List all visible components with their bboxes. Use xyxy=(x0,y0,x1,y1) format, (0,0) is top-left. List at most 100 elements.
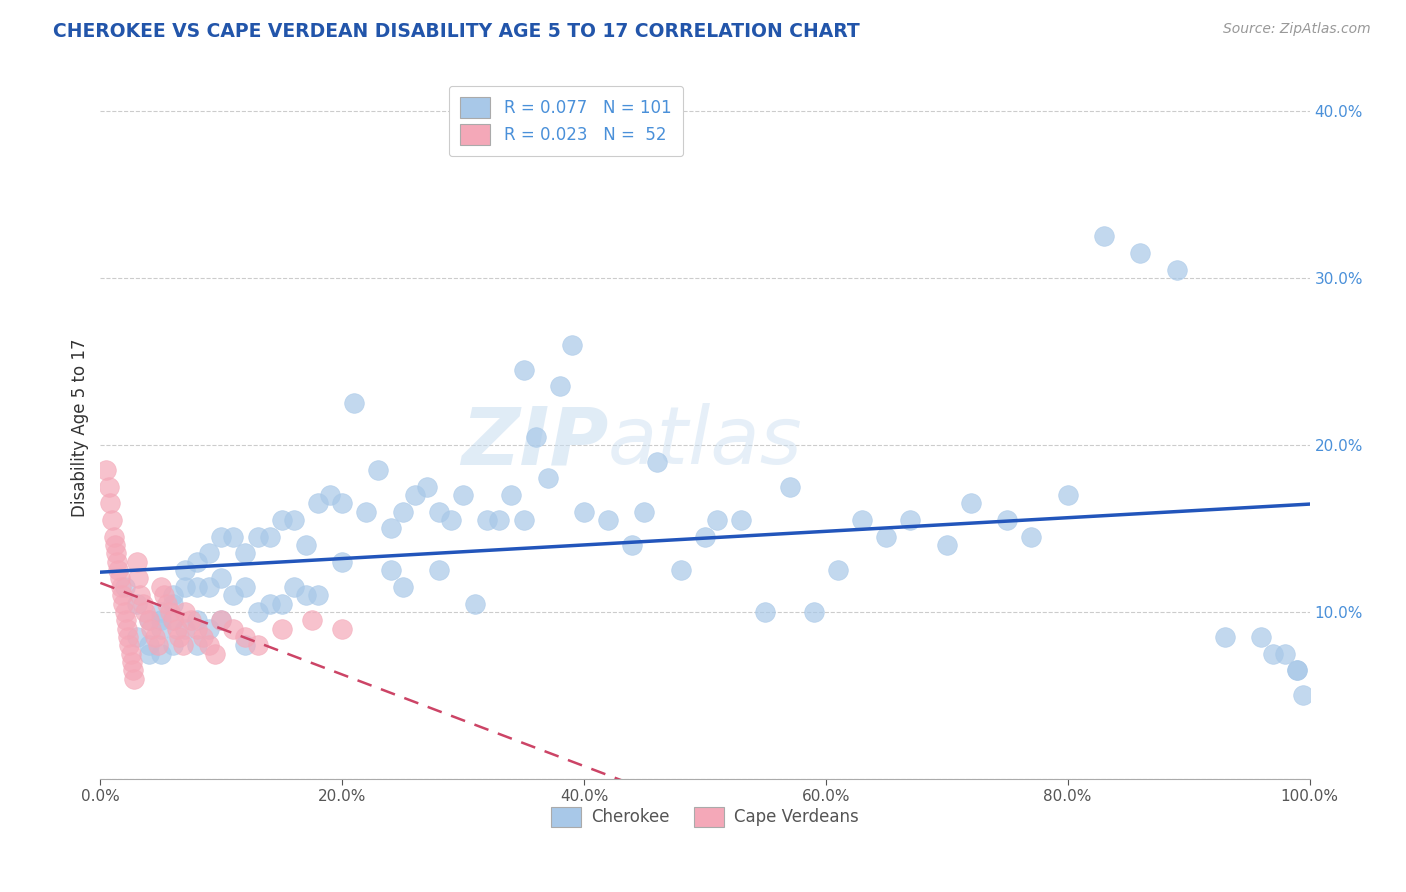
Point xyxy=(391,505,413,519)
Point xyxy=(115,622,138,636)
Point xyxy=(960,496,983,510)
Point xyxy=(246,605,269,619)
Point xyxy=(209,572,232,586)
Point xyxy=(125,597,148,611)
Point xyxy=(162,597,184,611)
Point xyxy=(138,613,160,627)
Point xyxy=(118,638,141,652)
Point xyxy=(451,488,474,502)
Point xyxy=(103,530,125,544)
Point xyxy=(101,513,124,527)
Point xyxy=(191,630,214,644)
Point xyxy=(477,513,499,527)
Point xyxy=(367,463,389,477)
Point xyxy=(138,647,160,661)
Point xyxy=(149,647,172,661)
Point xyxy=(427,563,450,577)
Point xyxy=(427,505,450,519)
Point xyxy=(149,605,172,619)
Point xyxy=(404,488,426,502)
Point xyxy=(512,513,534,527)
Point xyxy=(464,597,486,611)
Point xyxy=(198,546,221,560)
Point xyxy=(114,580,136,594)
Point xyxy=(356,505,378,519)
Point xyxy=(129,588,152,602)
Point xyxy=(209,613,232,627)
Point xyxy=(693,530,716,544)
Point xyxy=(122,672,145,686)
Point xyxy=(537,471,560,485)
Point xyxy=(270,597,292,611)
Text: atlas: atlas xyxy=(609,403,803,481)
Point xyxy=(246,530,269,544)
Point xyxy=(209,530,232,544)
Point xyxy=(391,580,413,594)
Point xyxy=(186,613,208,627)
Point xyxy=(209,613,232,627)
Point xyxy=(259,597,281,611)
Point xyxy=(235,546,257,560)
Point xyxy=(706,513,728,527)
Text: CHEROKEE VS CAPE VERDEAN DISABILITY AGE 5 TO 17 CORRELATION CHART: CHEROKEE VS CAPE VERDEAN DISABILITY AGE … xyxy=(53,22,860,41)
Point xyxy=(380,521,402,535)
Point xyxy=(156,597,179,611)
Legend: Cherokee, Cape Verdeans: Cherokee, Cape Verdeans xyxy=(544,800,866,834)
Point xyxy=(107,563,129,577)
Point xyxy=(180,613,202,627)
Point xyxy=(1213,630,1236,644)
Point xyxy=(174,563,197,577)
Point xyxy=(1263,647,1285,661)
Point xyxy=(108,572,131,586)
Point xyxy=(139,622,162,636)
Point xyxy=(307,496,329,510)
Point xyxy=(488,513,510,527)
Point xyxy=(295,538,318,552)
Point xyxy=(143,630,166,644)
Point xyxy=(330,496,353,510)
Point xyxy=(186,580,208,594)
Point xyxy=(114,613,136,627)
Point xyxy=(174,605,197,619)
Point xyxy=(343,396,366,410)
Point xyxy=(1166,262,1188,277)
Point xyxy=(131,597,153,611)
Point xyxy=(330,555,353,569)
Point xyxy=(149,580,172,594)
Point xyxy=(114,605,136,619)
Point xyxy=(162,613,184,627)
Point xyxy=(1129,245,1152,260)
Point xyxy=(283,513,305,527)
Point xyxy=(440,513,463,527)
Point xyxy=(875,530,897,544)
Point xyxy=(598,513,620,527)
Point xyxy=(105,555,128,569)
Point xyxy=(198,580,221,594)
Point xyxy=(235,580,257,594)
Point xyxy=(319,488,342,502)
Point xyxy=(730,513,752,527)
Point xyxy=(330,622,353,636)
Point xyxy=(98,496,121,510)
Point xyxy=(186,555,208,569)
Point xyxy=(174,580,197,594)
Point xyxy=(222,622,245,636)
Point xyxy=(186,622,208,636)
Point xyxy=(159,605,181,619)
Point xyxy=(259,530,281,544)
Point xyxy=(1274,647,1296,661)
Point xyxy=(167,630,190,644)
Point xyxy=(779,480,801,494)
Point xyxy=(134,605,156,619)
Point xyxy=(198,622,221,636)
Point xyxy=(121,655,143,669)
Point xyxy=(222,588,245,602)
Point xyxy=(295,588,318,602)
Point xyxy=(1286,664,1309,678)
Point xyxy=(96,463,118,477)
Point xyxy=(1292,689,1315,703)
Point xyxy=(301,613,323,627)
Y-axis label: Disability Age 5 to 17: Disability Age 5 to 17 xyxy=(72,339,89,517)
Point xyxy=(97,480,120,494)
Point xyxy=(122,664,145,678)
